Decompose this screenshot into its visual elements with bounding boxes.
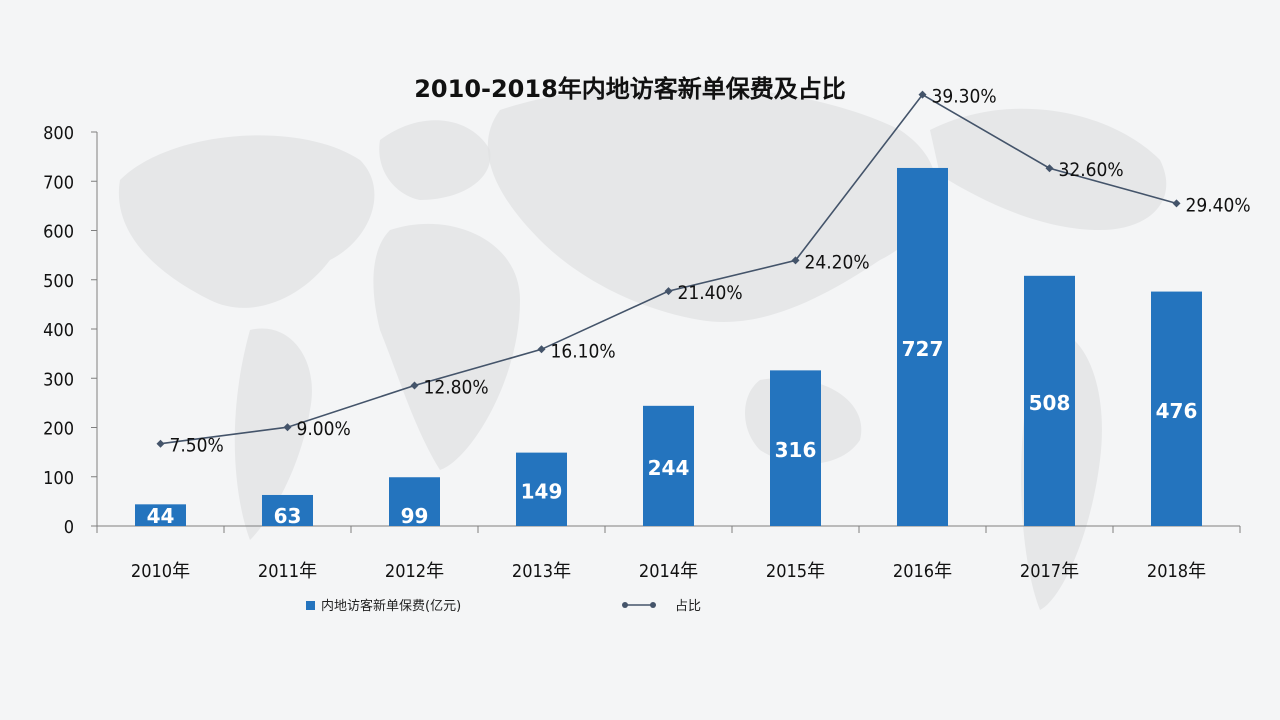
line-point bbox=[410, 381, 419, 390]
map-landmass-4 bbox=[373, 223, 520, 470]
map-landmass-3 bbox=[379, 120, 491, 200]
y-tick-label: 0 bbox=[64, 517, 74, 538]
bar-data-label: 99 bbox=[401, 504, 429, 528]
line-data-label: 39.30% bbox=[932, 86, 997, 108]
bar bbox=[389, 477, 440, 526]
legend-line-marker-right bbox=[650, 602, 656, 608]
map-landmass-1 bbox=[118, 135, 375, 308]
y-tick-label: 100 bbox=[43, 468, 74, 489]
y-tick-label: 700 bbox=[43, 172, 74, 193]
world-map-background bbox=[118, 85, 1167, 610]
x-tick-label: 2010年 bbox=[131, 561, 190, 582]
line-point bbox=[791, 256, 800, 265]
x-tick-label: 2017年 bbox=[1020, 561, 1079, 582]
line-data-label: 16.10% bbox=[551, 340, 616, 362]
line-point bbox=[1172, 199, 1181, 208]
bar-series: 44 63 99 149 244 316 727 508 476 bbox=[135, 167, 1202, 528]
legend-bar-swatch bbox=[306, 601, 315, 610]
bar-data-label: 727 bbox=[902, 337, 944, 361]
bar bbox=[516, 452, 567, 526]
bar bbox=[1024, 275, 1075, 526]
line-point bbox=[156, 439, 165, 448]
legend: 内地访客新单保费(亿元) 占比 bbox=[306, 598, 701, 614]
line-point bbox=[918, 90, 927, 99]
legend-line-label: 占比 bbox=[675, 599, 701, 614]
x-tick-label: 2011年 bbox=[258, 561, 317, 582]
bar bbox=[770, 370, 821, 526]
y-tick-label: 800 bbox=[43, 123, 74, 144]
line-series: 7.50% 9.00% 12.80% 16.10% 21.40% 24.20% 39.30%… bbox=[156, 86, 1251, 457]
line-point bbox=[664, 287, 673, 296]
line-data-label: 32.60% bbox=[1059, 159, 1124, 181]
line-data-label: 29.40% bbox=[1186, 194, 1251, 216]
bar-data-label: 508 bbox=[1029, 391, 1071, 415]
line-data-label: 24.20% bbox=[805, 251, 870, 273]
legend-line-marker-left bbox=[622, 602, 628, 608]
y-tick-label: 300 bbox=[43, 369, 74, 390]
bar-data-label: 244 bbox=[648, 456, 690, 480]
legend-bar-label: 内地访客新单保费(亿元) bbox=[321, 598, 461, 614]
line-data-label: 21.40% bbox=[678, 282, 743, 304]
bar bbox=[262, 494, 313, 526]
bar bbox=[135, 504, 186, 526]
bar-data-label: 63 bbox=[274, 504, 302, 528]
y-tick-label: 600 bbox=[43, 222, 74, 243]
line-point bbox=[1045, 164, 1054, 173]
chart-title: 2010-2018年内地访客新单保费及占比 bbox=[414, 75, 846, 103]
x-tick-label: 2012年 bbox=[385, 561, 444, 582]
x-tick-label: 2018年 bbox=[1147, 561, 1206, 582]
bar-data-label: 476 bbox=[1156, 399, 1198, 423]
y-tick-label: 200 bbox=[43, 419, 74, 440]
bar-data-label: 44 bbox=[147, 504, 175, 528]
line-data-label: 12.80% bbox=[424, 377, 489, 399]
y-axis: 0 100 200 300 400 500 600 700 800 bbox=[43, 123, 98, 538]
line-point bbox=[537, 345, 546, 354]
line-point bbox=[283, 423, 292, 432]
line-data-label: 9.00% bbox=[297, 418, 351, 440]
map-landmass-5 bbox=[487, 85, 937, 322]
x-tick-label: 2015年 bbox=[766, 561, 825, 582]
x-tick-label: 2016年 bbox=[893, 561, 952, 582]
y-tick-label: 400 bbox=[43, 320, 74, 341]
bar bbox=[643, 405, 694, 526]
map-landmass-2 bbox=[234, 328, 312, 540]
bar-data-label: 149 bbox=[521, 479, 563, 503]
bar bbox=[1151, 291, 1202, 526]
bar bbox=[897, 167, 948, 526]
line-data-label: 7.50% bbox=[170, 435, 224, 457]
y-tick-label: 500 bbox=[43, 271, 74, 292]
bar-data-label: 316 bbox=[775, 438, 817, 462]
x-tick-label: 2013年 bbox=[512, 561, 571, 582]
x-tick-label: 2014年 bbox=[639, 561, 698, 582]
